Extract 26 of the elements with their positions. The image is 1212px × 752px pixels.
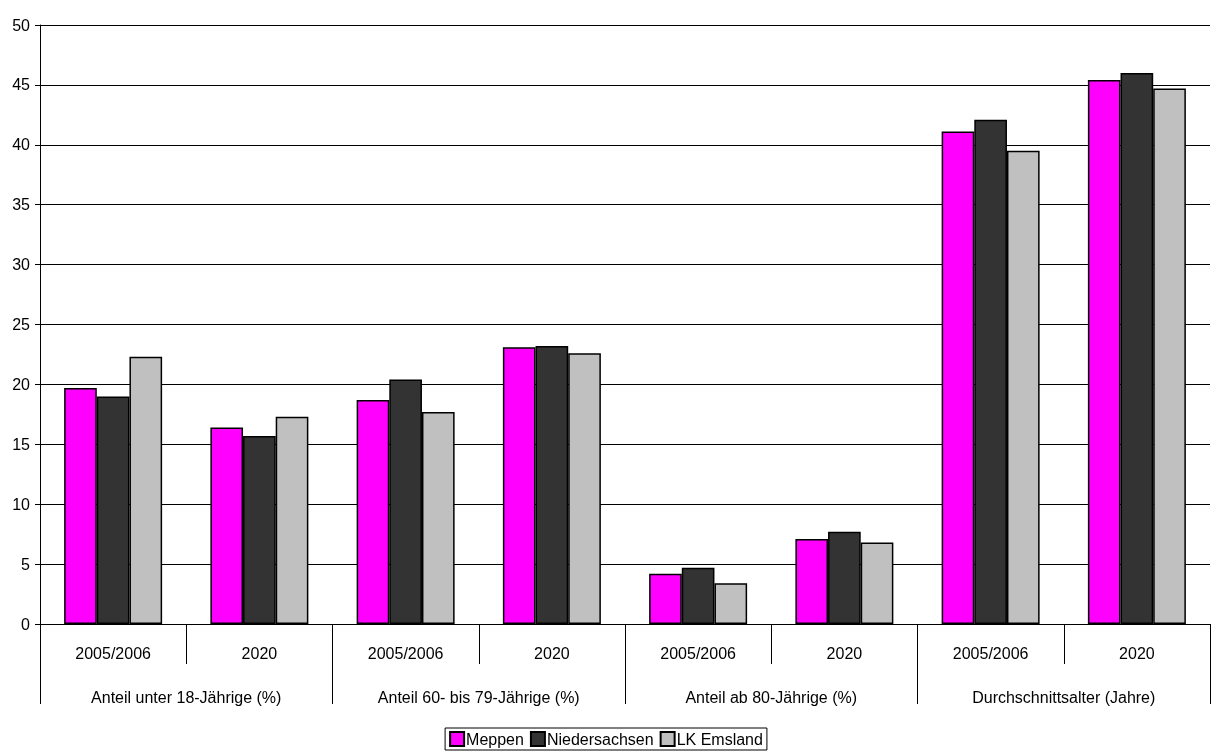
y-tick-label: 10 [12,495,31,513]
x-tick-label: 2005/2006 [952,644,1029,662]
x-tick-label: 2020 [1119,644,1155,662]
legend-label: Niedersachsen [546,730,654,748]
x-tick-label: 2020 [826,644,863,662]
y-tick-label: 0 [21,615,31,633]
legend-label: LK Emsland [676,730,763,748]
y-tick-label: 20 [12,375,31,393]
x-tick-label: 2020 [534,644,570,662]
legend-label: Meppen [466,730,524,748]
text: Anteil ab 80-Jährige (%) [685,688,858,706]
text: Durchschnittsalter (Jahre) [972,688,1156,706]
y-tick-label: 25 [12,316,31,333]
x-tick-label: 2005/2006 [660,644,737,662]
y-tick-label: 50 [12,16,31,34]
y-tick-label: 5 [21,555,31,573]
y-tick-label: 35 [12,196,31,214]
x-tick-label: 2020 [241,644,278,662]
y-tick-label: 40 [12,136,31,154]
y-tick-label: 45 [12,76,31,94]
x-tick-label: 2005/2006 [75,644,152,662]
text: Anteil 60- bis 79-Jährige (%) [377,688,580,706]
y-tick-label: 15 [12,435,31,453]
x-tick-label: 2005/2006 [367,644,444,662]
y-tick-label: 30 [12,256,31,274]
text: Anteil unter 18-Jährige (%) [91,688,282,706]
